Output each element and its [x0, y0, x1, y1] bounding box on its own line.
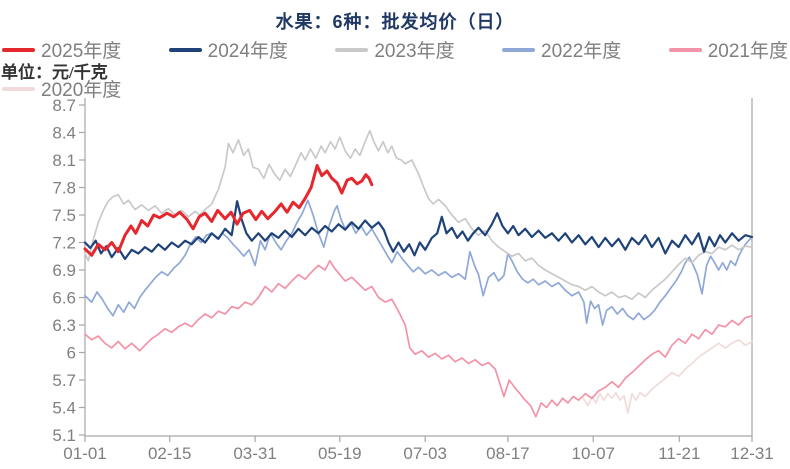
legend-label: 2023年度 [374, 41, 455, 62]
x-tick-label: 12-31 [730, 444, 773, 463]
y-tick-label: 6 [67, 344, 76, 363]
legend-item-2022[interactable]: 2022年度 [502, 36, 621, 63]
y-tick-label: 5.1 [52, 426, 76, 445]
series-line-2022 [84, 199, 753, 326]
y-tick-label: 7.8 [52, 179, 76, 198]
legend-label: 2024年度 [207, 41, 288, 62]
legend-row-2: 2020年度 [2, 75, 121, 102]
legend-label: 2020年度 [41, 80, 122, 101]
legend-swatch-2022 [502, 47, 536, 52]
series-line-2024 [83, 200, 754, 261]
unit-label: 单位：元/千克 [1, 63, 108, 82]
x-tick-label: 05-19 [318, 444, 361, 463]
series-line-2025 [83, 164, 374, 257]
y-tick-label: 6.3 [52, 316, 76, 335]
x-tick-label: 03-31 [233, 444, 276, 463]
legend: 2025年度 2024年度 2023年度 2022年度 2021年度 [2, 36, 788, 63]
series-line-2023 [84, 129, 753, 301]
legend-label: 2022年度 [541, 41, 622, 62]
y-tick-label: 8.7 [52, 96, 76, 115]
legend-item-2023[interactable]: 2023年度 [335, 36, 455, 63]
legend-item-2021[interactable]: 2021年度 [668, 36, 788, 63]
x-tick-label: 10-07 [572, 444, 615, 463]
legend-swatch-2025 [2, 47, 35, 52]
legend-swatch-2023 [335, 47, 369, 52]
axis-frame [84, 98, 753, 437]
y-tick-label: 5.7 [52, 371, 76, 390]
y-tick-label: 5.4 [52, 399, 76, 418]
legend-item-2025[interactable]: 2025年度 [2, 36, 121, 63]
x-tick-label: 01-01 [63, 444, 106, 463]
y-tick-label: 7.5 [52, 206, 76, 225]
y-tick-label: 8.1 [52, 151, 76, 170]
y-tick-label: 8.4 [52, 124, 76, 143]
x-tick-label: 08-17 [486, 444, 529, 463]
legend-label: 2025年度 [41, 41, 122, 62]
legend-item-2024[interactable]: 2024年度 [168, 36, 288, 63]
legend-swatch-2020 [2, 86, 35, 91]
legend-swatch-2021 [668, 47, 702, 52]
chart-title: 水果：6种：批发均价（日） [275, 12, 515, 32]
y-tick-label: 6.9 [52, 261, 76, 280]
x-tick-label: 02-15 [148, 444, 191, 463]
legend-swatch-2024 [168, 47, 202, 52]
series-line-2020 [582, 338, 753, 414]
x-tick-label: 07-03 [403, 444, 446, 463]
y-tick-label: 6.6 [52, 289, 76, 308]
series-line-2021 [84, 259, 753, 418]
y-tick-label: 7.2 [52, 234, 76, 253]
legend-label: 2021年度 [707, 41, 788, 62]
legend-item-2020[interactable]: 2020年度 [2, 75, 121, 102]
x-tick-label: 11-21 [658, 444, 700, 463]
